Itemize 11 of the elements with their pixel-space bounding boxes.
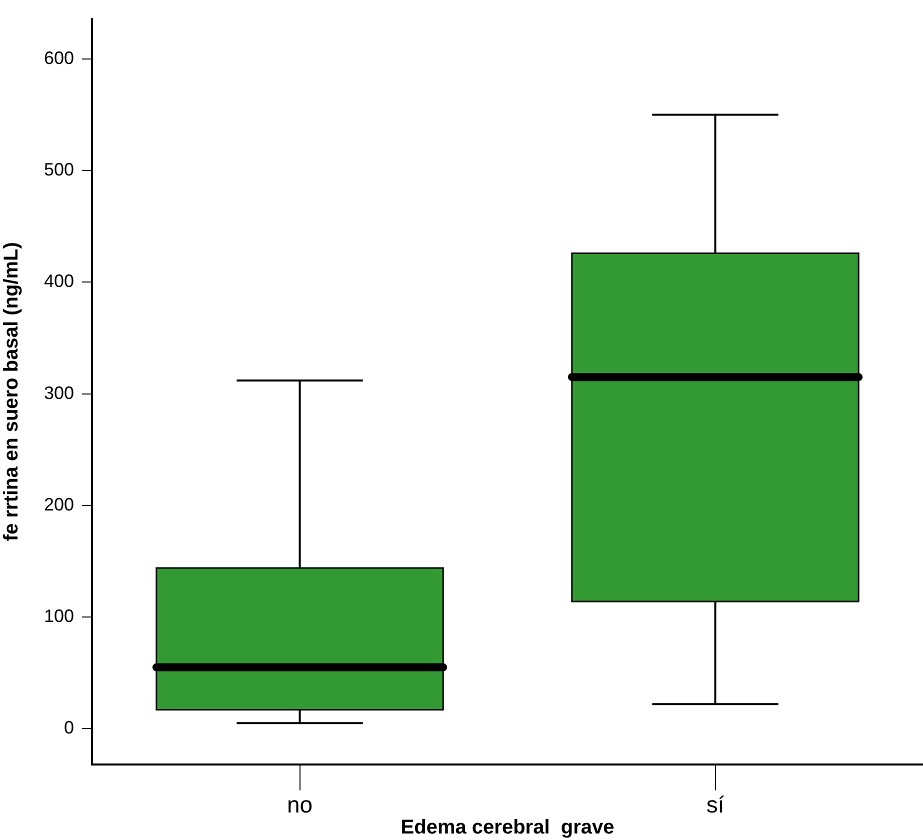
y-tick-label: 500 <box>44 160 74 180</box>
x-tick-label: no <box>286 792 313 818</box>
x-tick-label: sí <box>706 792 725 818</box>
y-tick-label: 600 <box>44 48 74 68</box>
y-tick-label: 200 <box>44 494 74 514</box>
y-tick-label: 300 <box>44 382 74 403</box>
y-tick-label: 400 <box>44 271 74 292</box>
y-tick-label: 0 <box>64 718 74 738</box>
y-axis-title: fe rrtina en suero basal (ng/mL) <box>0 242 23 542</box>
x-axis-title: Edema cerebral grave <box>400 816 614 839</box>
y-tick-label: 100 <box>44 606 74 626</box>
